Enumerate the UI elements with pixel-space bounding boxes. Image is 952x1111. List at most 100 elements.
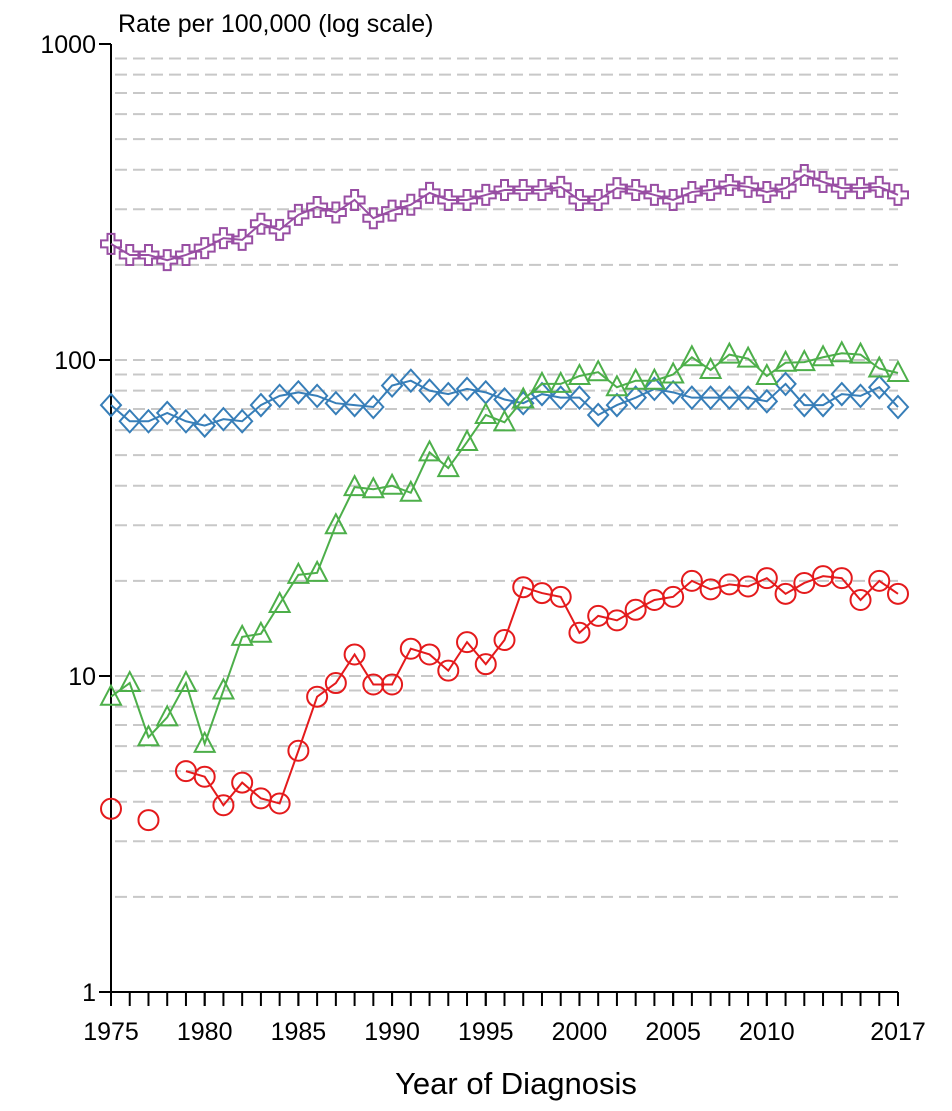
data-point (380, 472, 404, 495)
data-point (305, 383, 329, 409)
data-point (474, 401, 498, 424)
data-point (156, 249, 179, 272)
data-point (830, 381, 854, 407)
data-point (324, 672, 347, 695)
data-point (418, 181, 441, 204)
data-point (661, 361, 685, 384)
data-point (100, 232, 122, 255)
data-point (268, 383, 291, 409)
data-point (492, 409, 517, 432)
data-point (624, 385, 648, 411)
data-point (99, 392, 123, 418)
data-point (137, 408, 160, 434)
data-point (418, 643, 441, 666)
data-point (624, 179, 647, 202)
data-point (736, 345, 760, 368)
x-axis-label: Year of Diagnosis (395, 1066, 637, 1101)
data-point (286, 561, 311, 584)
data-point (812, 170, 835, 193)
data-point (774, 177, 797, 200)
data-point (830, 567, 853, 590)
series-line (185, 575, 899, 807)
data-point (718, 173, 741, 196)
data-point (736, 385, 760, 411)
data-point (437, 188, 460, 211)
data-point (174, 408, 198, 434)
data-point (662, 188, 685, 211)
y-tick-label: 10 (68, 663, 96, 691)
data-point (343, 392, 366, 418)
data-point (230, 408, 254, 434)
data-point (530, 179, 553, 202)
data-point (155, 704, 179, 727)
data-point (193, 765, 216, 788)
data-point (755, 362, 779, 385)
x-tick-label: 1975 (83, 1018, 139, 1046)
data-point (381, 673, 404, 696)
data-point (680, 385, 704, 411)
data-point (793, 571, 816, 594)
data-point (586, 402, 610, 428)
data-point (642, 367, 667, 390)
data-point (324, 390, 348, 416)
data-point (455, 428, 479, 452)
x-tick-label: 1995 (458, 1018, 514, 1046)
data-point (530, 370, 554, 393)
data-point (231, 228, 254, 251)
data-point (549, 175, 572, 198)
data-point (118, 669, 142, 693)
data-point (643, 376, 666, 402)
data-point (643, 183, 666, 206)
x-tick-label: 2005 (645, 1018, 701, 1046)
data-point (549, 370, 573, 393)
data-point (474, 653, 497, 676)
data-point (174, 669, 198, 693)
data-point (136, 724, 161, 747)
data-point (249, 392, 273, 418)
data-point (718, 385, 741, 411)
data-point (587, 188, 610, 211)
data-point (717, 341, 742, 364)
data-point (399, 479, 423, 502)
data-point (399, 193, 422, 216)
data-point (886, 359, 910, 382)
data-point (549, 585, 572, 608)
data-point (193, 413, 217, 439)
data-point (755, 388, 779, 414)
data-point (193, 237, 216, 260)
data-point (774, 582, 797, 605)
data-point (549, 385, 573, 411)
data-point (306, 685, 329, 708)
data-point (605, 374, 629, 397)
data-point (362, 207, 385, 230)
data-point (680, 181, 703, 204)
data-point (456, 631, 479, 654)
data-point (305, 559, 329, 582)
data-point (268, 218, 291, 241)
data-point (306, 195, 329, 218)
data-point (887, 183, 909, 206)
data-point (773, 349, 798, 372)
data-point (174, 243, 197, 266)
data-point (324, 201, 347, 224)
data-point (474, 183, 497, 206)
data-point (381, 199, 404, 222)
data-point (811, 344, 835, 367)
data-point (493, 179, 516, 202)
data-point (137, 809, 160, 832)
data-point (568, 621, 591, 644)
data-point (867, 355, 891, 378)
data-point (155, 400, 179, 426)
data-point (624, 367, 648, 390)
data-point (793, 163, 816, 186)
data-point (868, 175, 891, 198)
data-point (568, 385, 591, 411)
data-point (437, 659, 460, 682)
data-point (605, 609, 628, 632)
data-point (887, 582, 909, 605)
data-point (342, 473, 367, 497)
data-point (567, 362, 592, 385)
data-point (755, 181, 778, 204)
data-point (699, 385, 722, 411)
x-tick-label: 1990 (364, 1018, 420, 1046)
